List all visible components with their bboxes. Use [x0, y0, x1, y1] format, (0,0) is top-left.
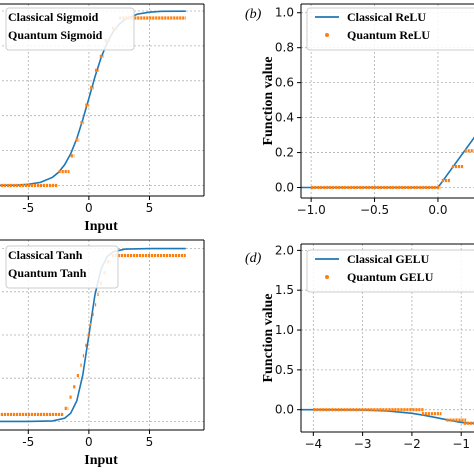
- legend: Classical GELU Quantum GELU: [306, 249, 474, 293]
- y-axis-title: Function value: [261, 56, 276, 145]
- tick-label-y: 0.6: [275, 76, 294, 90]
- legend-box: [306, 249, 474, 293]
- tick-label-y: 1.0: [275, 323, 294, 337]
- plot-area: [301, 136, 474, 190]
- plot-area: [301, 408, 474, 425]
- tick-label-x: 0: [85, 201, 93, 215]
- panel-c: -5 0 5 Input Classical Tanh Quantum Tanh: [0, 239, 205, 468]
- tick-label-y: 2.0: [275, 243, 294, 257]
- series-classical-gelu: [301, 408, 474, 424]
- tick-label-y: 0.8: [275, 41, 294, 55]
- legend-swatch: [325, 275, 329, 279]
- tick-label-y: 0.4: [275, 111, 294, 125]
- tick-label-x: −2: [403, 437, 421, 451]
- tick-label-x: 5: [146, 435, 154, 449]
- tick-label-x: −3: [354, 437, 372, 451]
- panel-letter: (b): [245, 7, 262, 22]
- legend-entry: Classical Tanh: [8, 248, 83, 262]
- tick-label-y: 0.2: [275, 146, 294, 160]
- panel-letter: (d): [245, 251, 262, 266]
- tick-label-y: 0.0: [275, 403, 294, 417]
- legend-box: [5, 245, 119, 289]
- legend: Classical Sigmoid Quantum Sigmoid: [5, 7, 135, 51]
- legend-entry: Quantum Sigmoid: [8, 28, 103, 42]
- tick-label-x: −0.5: [360, 203, 389, 217]
- x-axis-title: Input: [84, 453, 118, 468]
- legend-box: [5, 7, 135, 51]
- legend-entry: Quantum GELU: [347, 270, 434, 284]
- tick-label-x: −1: [452, 437, 470, 451]
- series-quantum-gelu: [313, 408, 474, 425]
- legend-swatch: [325, 33, 329, 37]
- tick-label-y: 1.0: [275, 6, 294, 20]
- tick-label-y: 1.5: [275, 283, 294, 297]
- tick-label-x: −1.0: [297, 203, 326, 217]
- legend-entry: Classical GELU: [347, 252, 430, 266]
- legend: Classical Tanh Quantum Tanh: [5, 245, 119, 289]
- y-axis-title: Function value: [261, 293, 276, 382]
- tick-label-y: 0.0: [275, 181, 294, 195]
- legend-entry: Classical Sigmoid: [8, 10, 99, 24]
- plot-area: [0, 247, 186, 423]
- tick-label-x: −4: [304, 437, 322, 451]
- tick-label-x: 0.0: [428, 203, 447, 217]
- tick-label-x: 5: [146, 201, 154, 215]
- series-classical-tanh: [0, 247, 186, 423]
- series-quantum-relu: [311, 149, 474, 190]
- legend-box: [306, 7, 474, 51]
- x-axis-title: Input: [84, 219, 118, 234]
- tick-label-x: 0: [85, 435, 93, 449]
- legend-entry: Classical ReLU: [347, 10, 426, 24]
- series-line: [301, 408, 474, 424]
- tick-label-x: -5: [22, 201, 34, 215]
- legend-entry: Quantum Tanh: [8, 266, 87, 280]
- series-line: [0, 247, 186, 423]
- tick-label-y: 0.5: [275, 363, 294, 377]
- panel-a: -5 0 5 Input Classical Sigmoid Quantum Sigmoi…: [0, 3, 205, 234]
- legend: Classical ReLU Quantum ReLU: [306, 7, 474, 51]
- panel-d: −4−3−2−10.00.51.01.52.0InputFunction val…: [245, 243, 474, 451]
- legend-entry: Quantum ReLU: [347, 28, 430, 42]
- tick-label-x: -5: [22, 435, 34, 449]
